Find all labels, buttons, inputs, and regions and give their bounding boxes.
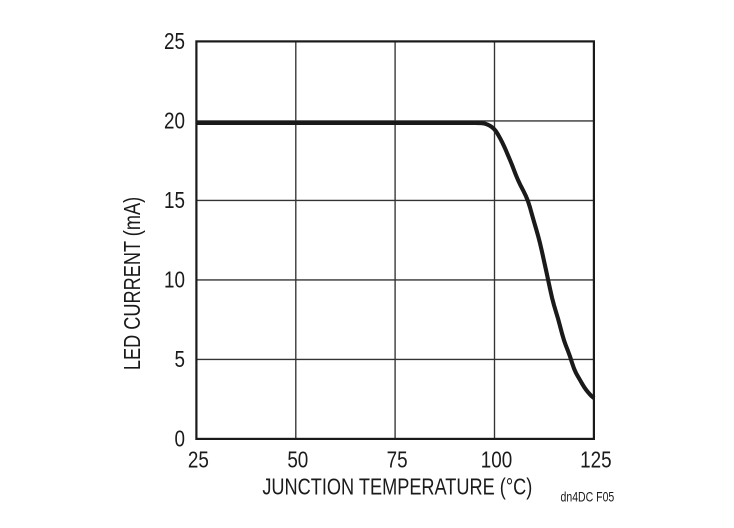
svg-text:75: 75 [387,448,408,473]
svg-text:10: 10 [164,268,185,293]
svg-text:25: 25 [188,448,209,473]
svg-text:50: 50 [287,448,308,473]
svg-text:15: 15 [164,188,185,213]
svg-text:dn4DC F05: dn4DC F05 [560,489,614,505]
svg-text:5: 5 [175,347,185,372]
svg-text:JUNCTION TEMPERATURE (°C): JUNCTION TEMPERATURE (°C) [262,475,532,501]
svg-text:25: 25 [164,29,185,54]
svg-text:LED CURRENT (mA): LED CURRENT (mA) [120,197,146,370]
svg-text:125: 125 [580,448,611,473]
svg-text:0: 0 [175,427,185,452]
svg-text:100: 100 [481,448,512,473]
svg-text:20: 20 [164,109,185,134]
